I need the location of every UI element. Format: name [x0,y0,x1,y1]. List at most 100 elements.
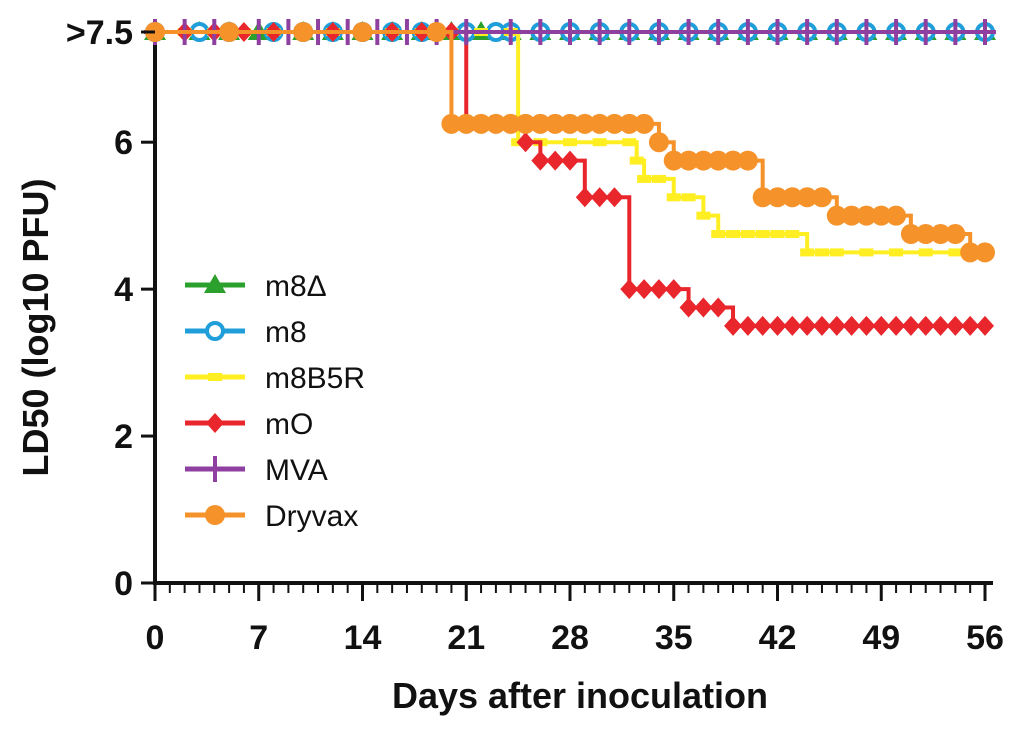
data-point-mva [796,19,819,45]
data-point-dryvax [886,205,907,226]
data-point-mo [546,150,565,171]
data-point-m8b5r [637,174,652,183]
data-point-dryvax [693,150,714,171]
data-point-mo [783,315,802,336]
data-point-m8b5r [696,211,711,220]
data-point-m8b5r [592,138,607,147]
data-point-mva [914,19,937,45]
series-layer [144,19,996,336]
legend: m8Δ m8 m8B5R mO MVA Dryvax [185,270,365,533]
data-point-dryvax [841,205,862,226]
data-point-dryvax [619,113,640,134]
data-point-dryvax [471,113,492,134]
legend-item-mva: MVA [185,454,328,487]
data-point-dryvax [545,113,566,134]
data-point-mva [647,19,670,45]
data-point-m8b5r [948,248,963,257]
data-point-mo [531,150,550,171]
data-point-mva [885,19,908,45]
data-point-dryvax [826,205,847,226]
data-point-mo [709,297,728,318]
data-point-dryvax [975,242,995,263]
data-point-mo [842,315,861,336]
data-point-mo [679,297,698,318]
data-point-dryvax [723,150,744,171]
data-point-mo [887,315,906,336]
data-point-mva [944,19,967,45]
data-point-mva [677,19,700,45]
legend-marker [208,373,222,381]
data-point-dryvax [219,22,240,42]
legend-label: Dryvax [265,500,358,533]
data-point-m8b5r [563,138,577,147]
series-dryvax [145,22,995,263]
data-point-dryvax [530,113,551,134]
legend-label: mO [265,408,313,441]
data-point-m8b5r [889,248,904,257]
data-point-dryvax [634,113,655,134]
data-point-mo [590,187,609,208]
data-point-mo [872,315,891,336]
data-point-m8b5r [740,230,755,239]
data-point-dryvax [648,132,669,153]
data-point-mo [561,150,579,171]
data-point-dryvax [960,242,981,263]
data-point-dryvax [456,113,477,134]
data-point-dryvax [604,113,625,134]
legend-marker [204,456,226,482]
x-tick-label: 56 [966,619,1004,657]
data-point-dryvax [441,113,462,134]
x-tick-label: 42 [759,619,797,657]
data-point-dryvax [589,113,610,134]
data-point-dryvax [811,187,832,208]
data-point-m8b5r [726,230,741,239]
data-point-mo [664,279,683,300]
legend-marker [206,413,224,433]
x-tick-label: 49 [862,619,900,657]
legend-label: m8Δ [265,270,327,303]
x-tick-label: 35 [655,619,693,657]
data-point-mva [825,19,848,45]
data-point-dryvax [797,187,818,208]
data-point-mo [901,315,920,336]
data-point-m8b5r [785,230,800,239]
legend-label: MVA [265,454,328,487]
x-tick-label: 14 [344,619,382,657]
legend-label: m8 [265,316,307,349]
data-point-dryvax [856,205,877,226]
legend-item-dryvax: Dryvax [185,500,358,533]
y-tick-label: 0 [114,565,133,603]
data-point-dryvax [515,113,536,134]
data-point-mo [857,315,876,336]
data-point-dryvax [915,224,936,245]
data-point-dryvax [426,22,447,42]
data-point-m8b5r [755,230,770,239]
data-point-dryvax [500,113,521,134]
legend-label: m8B5R [265,362,365,395]
data-point-dryvax [945,224,966,245]
x-axis-title: Days after inoculation [392,675,768,716]
legend-item-m8: m8 [185,316,307,349]
data-point-mo [827,315,846,336]
data-point-m8b5r [666,193,681,202]
ticks: 0 7 14 21 28 35 42 49 56 0 2 4 6 >7.5 [66,14,1004,657]
data-point-dryvax [708,150,729,171]
x-tick-label: 0 [146,619,165,657]
data-point-mo [605,187,624,208]
data-point-dryvax [737,150,758,171]
data-point-mo [753,315,772,336]
legend-marker [205,505,225,525]
data-point-m8b5r [629,156,644,165]
x-tick-label: 28 [551,619,589,657]
x-tick-label: 7 [249,619,268,657]
data-point-mo [724,315,743,336]
data-point-m8b5r [770,230,785,239]
data-point-dryvax [752,187,773,208]
data-point-dryvax [560,113,580,134]
data-point-mo [575,187,594,208]
data-point-mva [559,19,581,45]
data-point-mva [974,19,996,45]
data-point-mo [798,315,817,336]
data-point-mva [736,19,759,45]
